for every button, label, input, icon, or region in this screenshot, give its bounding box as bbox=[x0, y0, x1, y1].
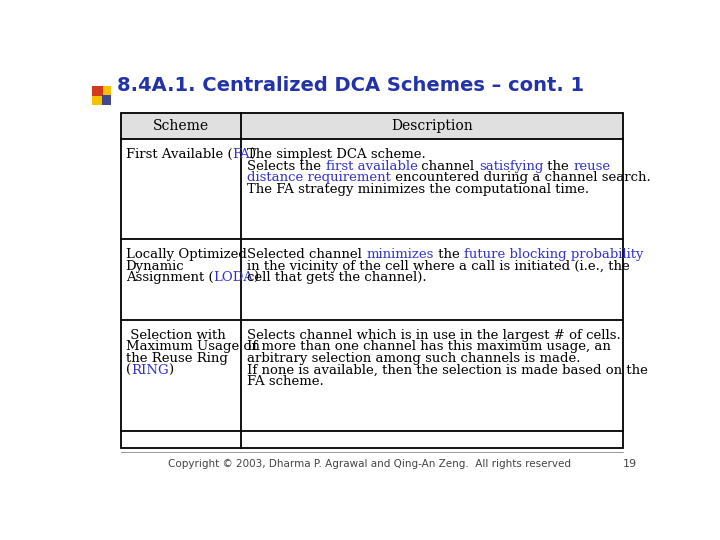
Text: reuse: reuse bbox=[573, 159, 611, 172]
Text: ): ) bbox=[253, 271, 258, 284]
Text: The FA strategy minimizes the computational time.: The FA strategy minimizes the computatio… bbox=[248, 183, 590, 195]
Text: Locally Optimized: Locally Optimized bbox=[126, 248, 246, 261]
Bar bbox=[121, 112, 624, 448]
Text: Description: Description bbox=[391, 119, 473, 133]
Text: RING: RING bbox=[131, 363, 168, 376]
Text: FA scheme.: FA scheme. bbox=[248, 375, 324, 388]
Text: LODA: LODA bbox=[213, 271, 253, 284]
Text: ): ) bbox=[168, 363, 174, 376]
Text: 19: 19 bbox=[623, 458, 637, 469]
Text: satisfying: satisfying bbox=[479, 159, 543, 172]
Text: Scheme: Scheme bbox=[153, 119, 209, 133]
Text: FA: FA bbox=[233, 148, 250, 161]
Text: first available: first available bbox=[325, 159, 418, 172]
Text: Assignment (: Assignment ( bbox=[126, 271, 213, 284]
Text: arbitrary selection among such channels is made.: arbitrary selection among such channels … bbox=[248, 352, 581, 365]
Text: The simplest DCA scheme.: The simplest DCA scheme. bbox=[248, 148, 426, 161]
Bar bbox=[91, 85, 103, 96]
Text: future blocking probability: future blocking probability bbox=[464, 248, 644, 261]
Text: minimizes: minimizes bbox=[366, 248, 434, 261]
Text: channel: channel bbox=[418, 159, 479, 172]
Text: Copyright © 2003, Dharma P. Agrawal and Qing-An Zeng.  All rights reserved: Copyright © 2003, Dharma P. Agrawal and … bbox=[168, 458, 570, 469]
Text: in the vicinity of the cell where a call is initiated (i.e., the: in the vicinity of the cell where a call… bbox=[248, 260, 630, 273]
Text: First Available (: First Available ( bbox=[126, 148, 233, 161]
Text: ): ) bbox=[250, 148, 255, 161]
Text: Dynamic: Dynamic bbox=[126, 260, 184, 273]
Text: the: the bbox=[434, 248, 464, 261]
Text: Selected channel: Selected channel bbox=[248, 248, 366, 261]
Bar bbox=[91, 85, 111, 105]
Text: encountered during a channel search.: encountered during a channel search. bbox=[391, 171, 651, 184]
Bar bbox=[121, 112, 624, 139]
Text: cell that gets the channel).: cell that gets the channel). bbox=[248, 271, 427, 284]
Text: Selection with: Selection with bbox=[126, 329, 225, 342]
Text: the Reuse Ring: the Reuse Ring bbox=[126, 352, 228, 365]
Text: Maximum Usage on: Maximum Usage on bbox=[126, 340, 259, 354]
Text: If none is available, then the selection is made based on the: If none is available, then the selection… bbox=[248, 363, 648, 376]
Text: Selects channel which is in use in the largest # of cells.: Selects channel which is in use in the l… bbox=[248, 329, 621, 342]
Text: Selects the: Selects the bbox=[248, 159, 325, 172]
Text: distance requirement: distance requirement bbox=[248, 171, 391, 184]
Text: the: the bbox=[543, 159, 573, 172]
Text: 8.4A.1. Centralized DCA Schemes – cont. 1: 8.4A.1. Centralized DCA Schemes – cont. … bbox=[117, 76, 584, 94]
Text: If more than one channel has this maximum usage, an: If more than one channel has this maximu… bbox=[248, 340, 611, 354]
Text: (: ( bbox=[126, 363, 131, 376]
Bar bbox=[102, 95, 111, 105]
